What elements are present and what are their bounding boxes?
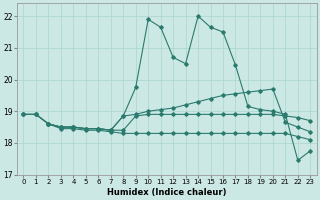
X-axis label: Humidex (Indice chaleur): Humidex (Indice chaleur) [107, 188, 227, 197]
